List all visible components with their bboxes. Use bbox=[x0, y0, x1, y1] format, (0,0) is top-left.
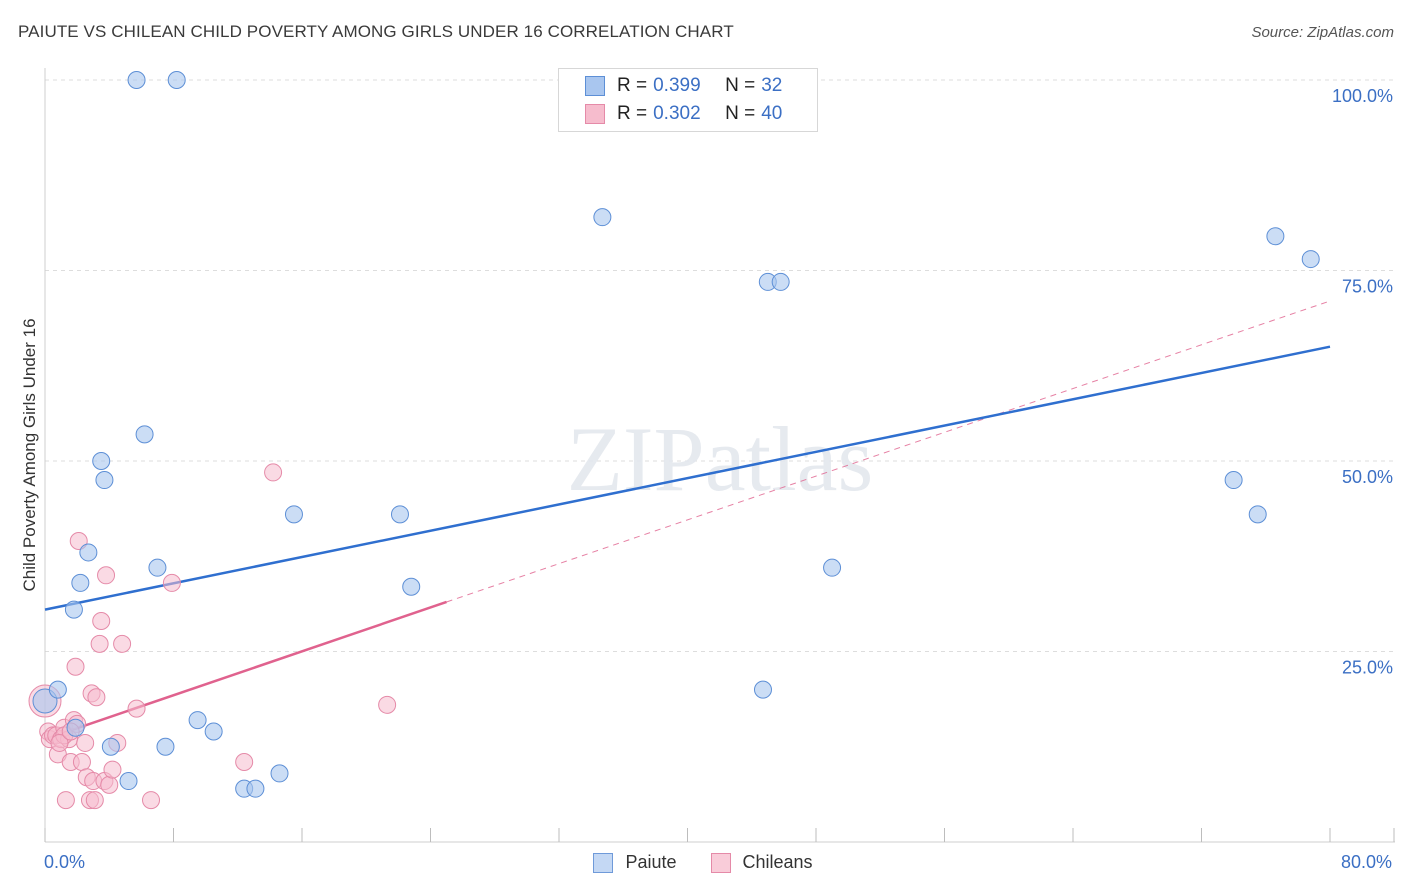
chileans-point bbox=[72, 752, 91, 771]
legend-row-chileans: R = 0.302 N = 40 bbox=[585, 101, 782, 127]
paiute-n-label: N = bbox=[725, 75, 756, 96]
paiute-point bbox=[92, 452, 111, 470]
legend-chileans-swatch bbox=[710, 852, 731, 873]
data-points bbox=[28, 71, 1320, 810]
chileans-point bbox=[235, 752, 254, 771]
chileans-trend-line bbox=[44, 600, 447, 741]
paiute-point bbox=[119, 772, 138, 791]
chileans-n-label: N = bbox=[725, 103, 756, 124]
chileans-point bbox=[100, 775, 119, 794]
paiute-point bbox=[753, 680, 772, 699]
paiute-point bbox=[71, 573, 90, 592]
y-tick-label: 50.0% bbox=[1342, 467, 1393, 487]
paiute-point bbox=[148, 558, 167, 577]
legend-row-paiute: R = 0.399 N = 32 bbox=[585, 73, 782, 99]
paiute-point bbox=[1224, 471, 1243, 490]
legend-paiute-label: Paiute bbox=[625, 852, 677, 872]
paiute-point bbox=[270, 764, 289, 783]
chileans-point bbox=[85, 791, 104, 810]
paiute-point bbox=[64, 600, 83, 619]
paiute-r-value: 0.399 bbox=[653, 75, 701, 96]
chileans-r-label: R = bbox=[617, 103, 648, 124]
paiute-trend-line bbox=[44, 345, 1331, 611]
chileans-point bbox=[90, 634, 109, 653]
legend-paiute-swatch bbox=[593, 852, 614, 873]
paiute-point bbox=[101, 737, 120, 756]
chileans-trend-extension bbox=[446, 300, 1331, 603]
paiute-point bbox=[771, 272, 790, 291]
paiute-point bbox=[402, 577, 421, 596]
paiute-point bbox=[246, 779, 265, 798]
paiute-point bbox=[156, 737, 175, 756]
y-tick-label: 25.0% bbox=[1342, 658, 1393, 678]
series-legend: Paiute Chileans bbox=[0, 852, 1406, 873]
chileans-point bbox=[162, 573, 181, 592]
chileans-point bbox=[92, 612, 111, 631]
chileans-point bbox=[50, 733, 69, 752]
x-tick-min: 0.0% bbox=[44, 852, 86, 872]
chileans-point bbox=[264, 463, 283, 482]
chileans-n-value: 40 bbox=[761, 103, 783, 124]
chileans-r-value: 0.302 bbox=[653, 103, 701, 124]
y-tick-label: 75.0% bbox=[1342, 277, 1393, 297]
paiute-point bbox=[188, 711, 207, 730]
paiute-point bbox=[204, 722, 223, 741]
legend-item-paiute[interactable]: Paiute bbox=[593, 852, 677, 873]
legend-item-chileans[interactable]: Chileans bbox=[710, 852, 813, 873]
chileans-point bbox=[113, 634, 132, 653]
paiute-point bbox=[284, 505, 303, 524]
paiute-point bbox=[167, 71, 186, 89]
x-tick-max: 80.0% bbox=[1340, 852, 1392, 872]
paiute-point bbox=[48, 680, 67, 699]
chileans-point bbox=[103, 760, 122, 779]
chart-title: PAIUTE VS CHILEAN CHILD POVERTY AMONG GI… bbox=[18, 22, 734, 41]
y-axis-label: Child Poverty Among Girls Under 16 bbox=[20, 318, 39, 592]
chileans-point bbox=[378, 695, 397, 714]
paiute-point bbox=[127, 71, 146, 89]
chileans-point bbox=[127, 699, 146, 718]
chileans-point bbox=[97, 566, 116, 585]
chileans-point bbox=[87, 688, 106, 707]
paiute-point bbox=[390, 505, 409, 524]
paiute-swatch bbox=[585, 76, 605, 96]
y-tick-labels: 25.0% 50.0% 75.0% 100.0% bbox=[1332, 86, 1393, 678]
correlation-legend: R = 0.399 N = 32 R = 0.302 N = 40 bbox=[558, 68, 818, 132]
paiute-r-label: R = bbox=[617, 75, 648, 96]
paiute-point bbox=[1266, 227, 1285, 246]
paiute-point bbox=[1301, 250, 1320, 269]
paiute-point bbox=[823, 558, 842, 577]
paiute-point bbox=[135, 425, 154, 444]
paiute-point bbox=[593, 208, 612, 227]
paiute-point bbox=[1248, 505, 1267, 524]
chileans-point bbox=[66, 657, 85, 676]
paiute-point bbox=[66, 718, 85, 737]
paiute-point bbox=[79, 543, 98, 562]
y-tick-label: 100.0% bbox=[1332, 86, 1393, 106]
source-credit: Source: ZipAtlas.com bbox=[1251, 24, 1394, 41]
legend-chileans-label: Chileans bbox=[742, 852, 813, 872]
chileans-point bbox=[76, 733, 95, 752]
gridlines bbox=[45, 79, 1395, 652]
paiute-n-value: 32 bbox=[761, 75, 783, 96]
chileans-point bbox=[142, 791, 161, 810]
chileans-point bbox=[56, 791, 75, 810]
chileans-swatch bbox=[585, 104, 605, 124]
paiute-point bbox=[95, 471, 114, 490]
trend-lines bbox=[44, 300, 1331, 741]
